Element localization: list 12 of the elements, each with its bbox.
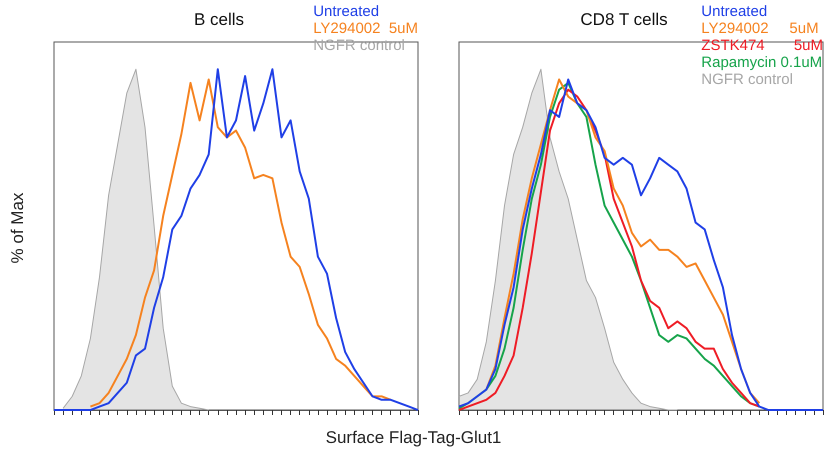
text: Untreated — [701, 3, 768, 20]
text: LY294002 5uM — [701, 20, 819, 37]
text: Rapamycin 0.1uM — [701, 54, 822, 71]
chart-title: B cells — [194, 10, 244, 29]
text: LY294002 5uM — [313, 20, 418, 37]
text: ZSTK474 5uM — [701, 37, 824, 54]
x-axis-title: Surface Flag-Tag-Glut1 — [324, 428, 502, 448]
text: NGFR control — [701, 71, 793, 88]
text: NGFR control — [313, 37, 405, 54]
text: Untreated — [313, 3, 380, 20]
y-axis-title: % of Max — [8, 192, 28, 266]
chart-title: CD8 T cells — [580, 10, 668, 29]
